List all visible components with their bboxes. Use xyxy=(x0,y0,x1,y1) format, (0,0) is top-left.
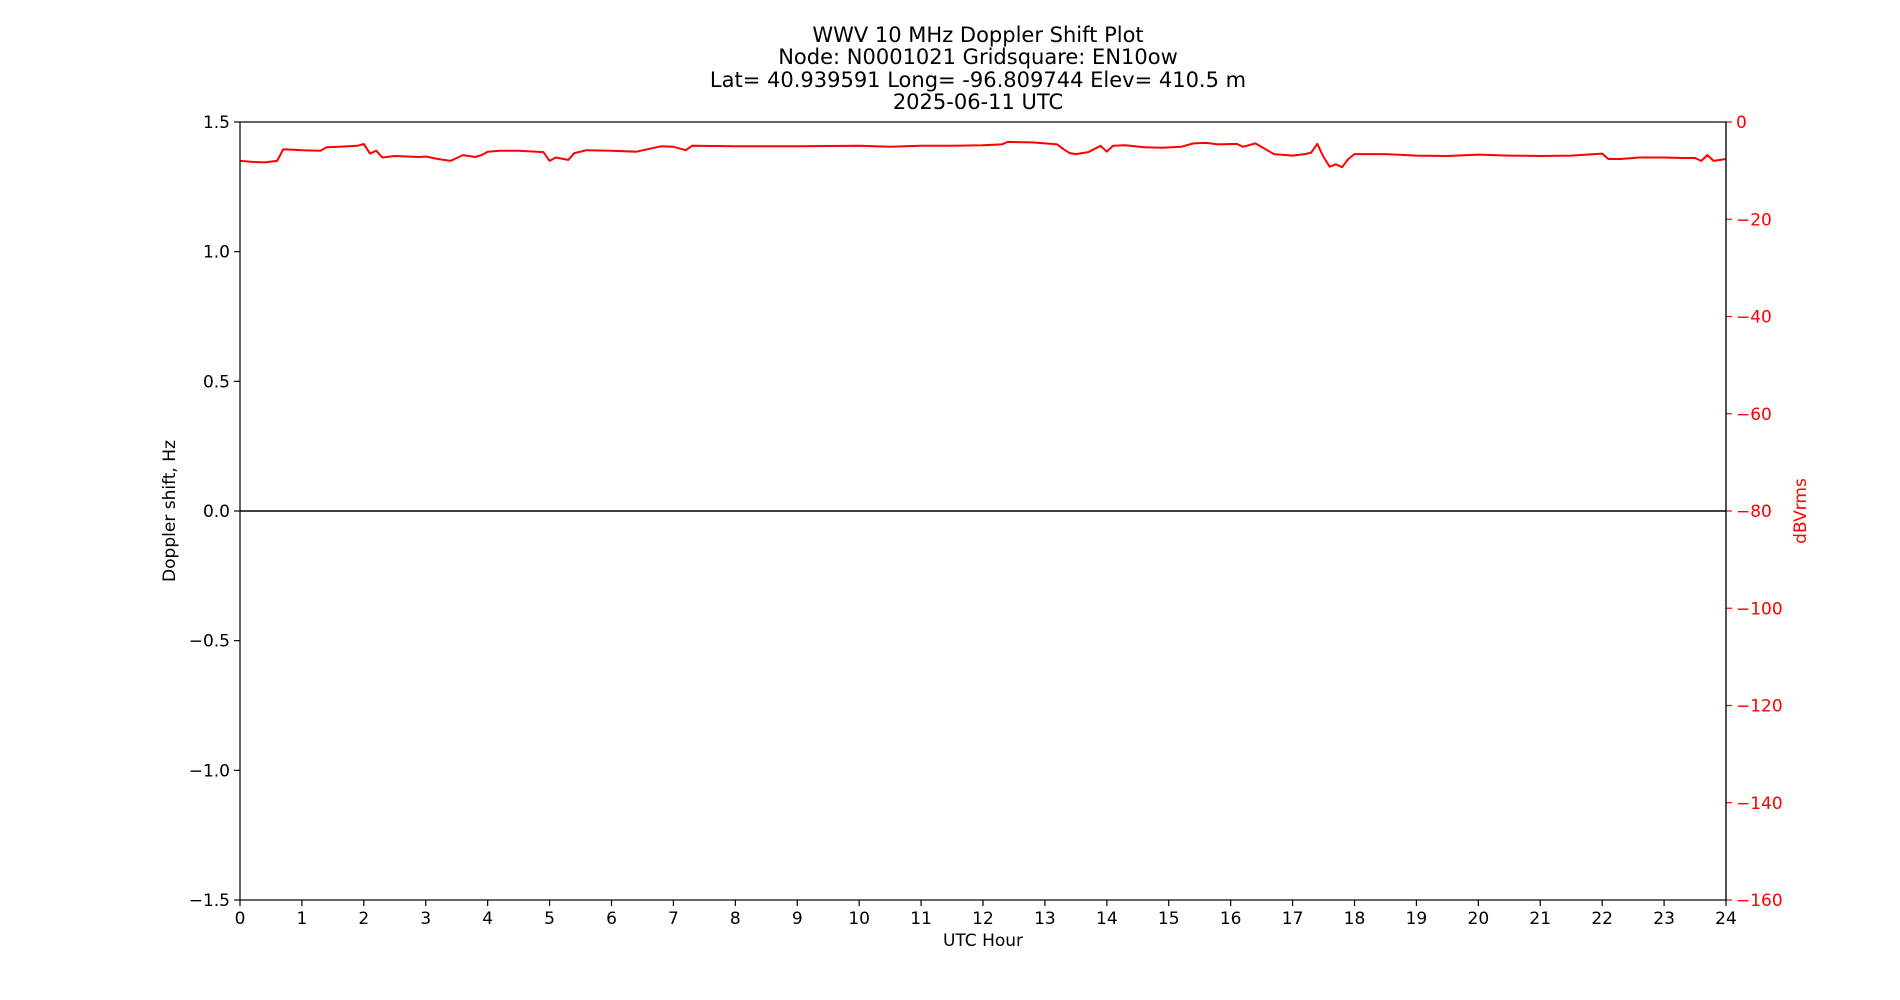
y2-axis-label: dBVrms xyxy=(1791,478,1811,544)
y-tick-label: −0.5 xyxy=(189,632,230,652)
y2-tick-label: −80 xyxy=(1736,502,1772,522)
y2-tick-label: −120 xyxy=(1736,697,1783,717)
x-tick-label: 13 xyxy=(1034,909,1056,929)
x-tick-label: 18 xyxy=(1344,909,1366,929)
x-tick-label: 11 xyxy=(910,909,932,929)
y-axis-label: Doppler shift, Hz xyxy=(160,440,180,582)
x-tick-label: 19 xyxy=(1406,909,1428,929)
x-tick-label: 17 xyxy=(1282,909,1304,929)
x-tick-label: 3 xyxy=(420,909,431,929)
y2-tick-label: −160 xyxy=(1736,891,1783,911)
x-tick-label: 23 xyxy=(1653,909,1675,929)
x-tick-label: 22 xyxy=(1591,909,1613,929)
y-tick-label: 0.5 xyxy=(203,372,230,392)
title-line-4: 2025-06-11 UTC xyxy=(893,90,1063,114)
x-tick-label: 9 xyxy=(792,909,803,929)
y2-tick-label: 0 xyxy=(1736,113,1747,133)
x-tick-label: 8 xyxy=(730,909,741,929)
x-axis-label: UTC Hour xyxy=(943,931,1023,951)
y2-tick-label: −40 xyxy=(1736,308,1772,328)
x-tick-label: 5 xyxy=(544,909,555,929)
title-line-1: WWV 10 MHz Doppler Shift Plot xyxy=(812,23,1143,47)
x-tick-label: 16 xyxy=(1220,909,1242,929)
x-axis-ticks: 0 1 2 3 4 5 6 7 8 9 10 11 12 13 14 15 16 17 18 19 20 21 22 23 24 xyxy=(235,900,1737,929)
y2-tick-label: −60 xyxy=(1736,405,1772,425)
x-tick-label: 14 xyxy=(1096,909,1118,929)
x-tick-label: 12 xyxy=(972,909,994,929)
right-y-axis-ticks: −160 −140 −120 −100 −80 −60 −40 −20 0 xyxy=(1726,113,1783,911)
y2-tick-label: −100 xyxy=(1736,599,1783,619)
title-line-2: Node: N0001021 Gridsquare: EN10ow xyxy=(778,45,1178,69)
x-tick-label: 10 xyxy=(848,909,870,929)
y2-tick-label: −20 xyxy=(1736,210,1772,230)
x-tick-label: 6 xyxy=(606,909,617,929)
title-line-3: Lat= 40.939591 Long= -96.809744 Elev= 41… xyxy=(710,68,1246,92)
y-tick-label: −1.0 xyxy=(189,761,230,781)
y2-tick-label: −140 xyxy=(1736,794,1783,814)
x-tick-label: 24 xyxy=(1715,909,1737,929)
y-tick-label: 0.0 xyxy=(203,502,230,522)
y-tick-label: 1.5 xyxy=(203,113,230,133)
x-tick-label: 0 xyxy=(235,909,246,929)
y-tick-label: 1.0 xyxy=(203,243,230,263)
x-tick-label: 2 xyxy=(358,909,369,929)
left-y-axis-ticks: −1.5 −1.0 −0.5 0.0 0.5 1.0 1.5 xyxy=(189,113,240,911)
chart-title: WWV 10 MHz Doppler Shift Plot Node: N000… xyxy=(710,23,1246,114)
x-tick-label: 20 xyxy=(1468,909,1490,929)
y-tick-label: −1.5 xyxy=(189,891,230,911)
x-tick-label: 21 xyxy=(1529,909,1551,929)
x-tick-label: 1 xyxy=(297,909,308,929)
series-layer xyxy=(239,140,1727,512)
x-tick-label: 4 xyxy=(482,909,493,929)
x-tick-label: 15 xyxy=(1158,909,1180,929)
power-series-line xyxy=(239,140,1727,169)
x-tick-label: 7 xyxy=(668,909,679,929)
